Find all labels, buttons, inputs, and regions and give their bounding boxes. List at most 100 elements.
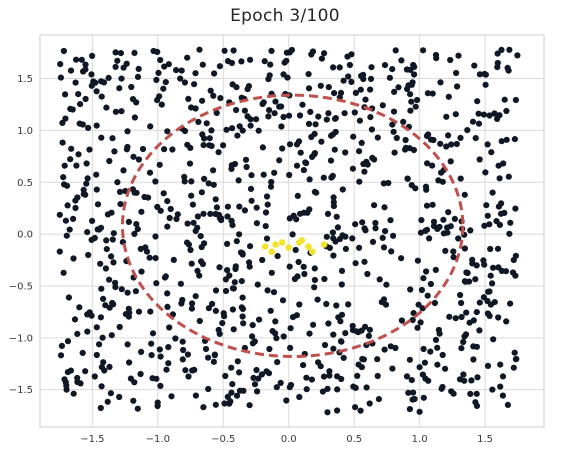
data-point bbox=[474, 374, 481, 381]
data-point bbox=[206, 142, 213, 149]
data-point bbox=[67, 105, 74, 112]
data-point bbox=[263, 235, 271, 242]
data-point bbox=[374, 372, 381, 380]
data-point bbox=[170, 256, 177, 263]
data-point bbox=[476, 156, 483, 163]
data-point bbox=[135, 65, 142, 72]
data-point bbox=[385, 179, 392, 187]
data-point bbox=[254, 281, 261, 288]
data-point bbox=[486, 288, 493, 295]
data-point bbox=[391, 88, 398, 95]
data-point bbox=[66, 226, 73, 233]
data-point bbox=[188, 104, 195, 111]
data-point bbox=[56, 248, 63, 255]
data-point bbox=[241, 107, 248, 114]
data-point bbox=[57, 352, 65, 359]
data-point bbox=[117, 50, 124, 57]
data-point bbox=[505, 67, 512, 74]
data-point bbox=[420, 47, 427, 54]
data-point bbox=[475, 110, 482, 117]
data-point bbox=[273, 384, 280, 391]
data-point bbox=[243, 163, 250, 171]
highlighted-point bbox=[272, 241, 279, 248]
data-point bbox=[323, 300, 330, 308]
data-point bbox=[229, 125, 236, 132]
data-point bbox=[345, 301, 352, 308]
data-point bbox=[62, 217, 69, 224]
data-point bbox=[414, 257, 421, 264]
data-point bbox=[480, 111, 487, 118]
data-point bbox=[305, 71, 312, 78]
data-point bbox=[255, 127, 262, 134]
data-point bbox=[338, 281, 345, 288]
data-point bbox=[248, 197, 255, 204]
data-point bbox=[75, 91, 82, 98]
data-point bbox=[312, 121, 319, 128]
data-point bbox=[195, 118, 202, 125]
data-point bbox=[430, 218, 438, 225]
data-point bbox=[116, 188, 124, 195]
chart-title: Epoch 3/100 bbox=[230, 6, 340, 26]
data-point bbox=[371, 156, 378, 163]
data-point bbox=[192, 293, 199, 300]
data-point bbox=[164, 303, 171, 310]
data-point bbox=[222, 372, 229, 380]
data-point bbox=[110, 259, 117, 266]
data-point bbox=[262, 223, 269, 230]
data-point bbox=[59, 119, 66, 126]
data-point bbox=[135, 156, 142, 163]
data-point bbox=[108, 332, 115, 339]
data-point bbox=[348, 78, 355, 85]
data-point bbox=[60, 269, 67, 276]
data-point bbox=[239, 127, 246, 134]
data-point bbox=[383, 281, 390, 288]
data-point bbox=[498, 200, 505, 207]
data-point bbox=[253, 116, 260, 123]
data-point bbox=[98, 285, 105, 292]
data-point bbox=[270, 289, 278, 296]
data-point bbox=[294, 192, 301, 199]
data-point bbox=[63, 382, 70, 389]
data-point bbox=[514, 52, 521, 59]
data-point bbox=[336, 64, 343, 71]
data-point bbox=[348, 51, 355, 58]
data-point bbox=[512, 356, 520, 363]
data-point bbox=[251, 381, 259, 388]
data-point bbox=[387, 217, 394, 224]
data-point bbox=[272, 98, 279, 105]
data-point bbox=[164, 223, 171, 230]
data-point bbox=[77, 380, 84, 387]
data-point bbox=[408, 81, 415, 88]
data-point bbox=[188, 305, 195, 312]
data-point bbox=[201, 240, 208, 247]
data-point bbox=[179, 338, 186, 345]
data-point bbox=[317, 363, 324, 370]
data-point bbox=[494, 59, 501, 67]
data-point bbox=[365, 332, 372, 339]
data-point bbox=[333, 302, 340, 309]
data-point bbox=[236, 203, 243, 210]
data-point bbox=[317, 82, 324, 89]
data-point bbox=[293, 312, 300, 319]
data-point bbox=[453, 69, 460, 77]
data-point bbox=[395, 84, 402, 91]
data-point bbox=[349, 322, 356, 330]
data-point bbox=[148, 340, 155, 347]
data-point bbox=[325, 110, 332, 117]
data-point bbox=[389, 66, 396, 73]
data-point bbox=[114, 179, 121, 186]
data-point bbox=[366, 400, 373, 407]
data-point bbox=[325, 84, 332, 91]
data-point bbox=[443, 113, 450, 120]
data-point bbox=[415, 301, 422, 308]
data-point bbox=[287, 344, 294, 351]
data-point bbox=[153, 280, 160, 287]
data-point bbox=[277, 379, 284, 386]
data-point bbox=[266, 345, 273, 353]
data-point bbox=[286, 112, 293, 119]
data-point bbox=[472, 276, 479, 283]
data-point bbox=[466, 319, 473, 326]
data-point bbox=[314, 296, 321, 303]
data-point bbox=[152, 255, 159, 262]
data-point bbox=[216, 264, 223, 271]
